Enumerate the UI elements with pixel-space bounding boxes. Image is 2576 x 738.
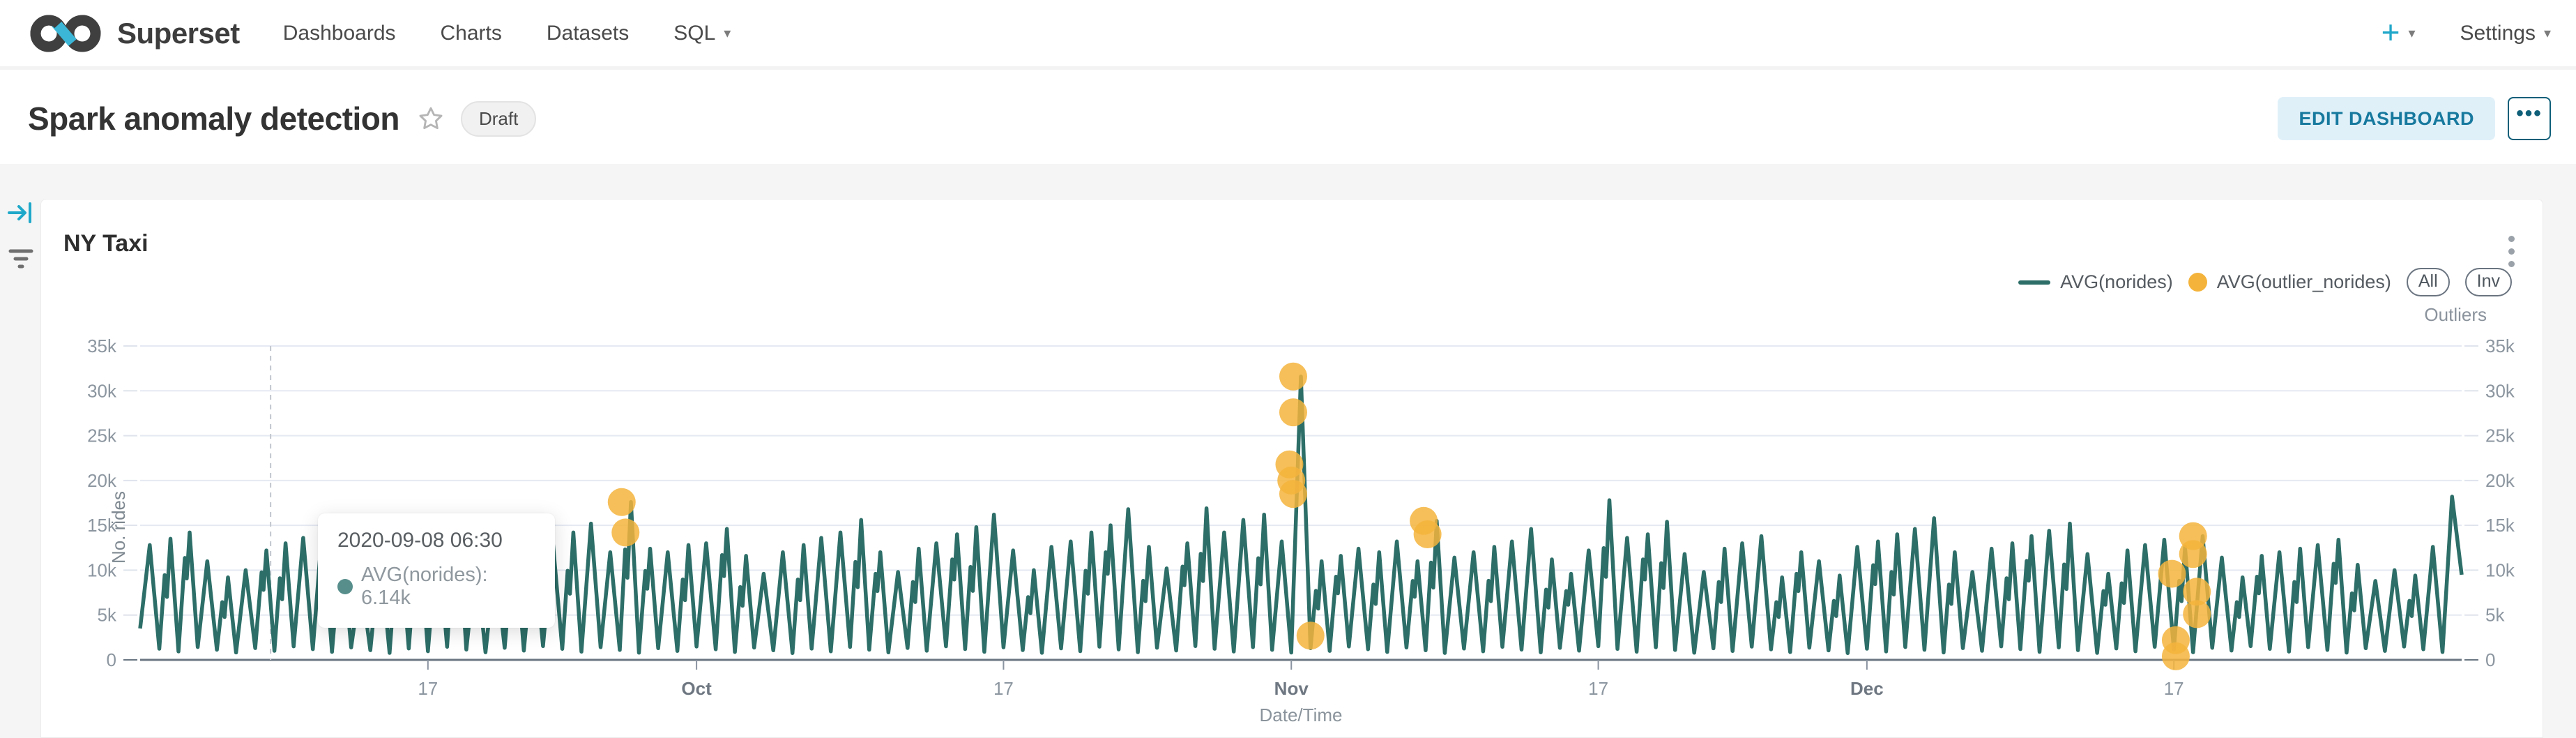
svg-text:0: 0 <box>2485 649 2495 670</box>
top-navbar: Superset Dashboards Charts Datasets SQL … <box>0 0 2576 70</box>
svg-text:15k: 15k <box>2485 515 2515 536</box>
tooltip-date: 2020-09-08 06:30 <box>337 529 503 552</box>
plus-icon: + <box>2381 13 2400 50</box>
status-badge: Draft <box>461 100 537 137</box>
dot-swatch-icon <box>2188 273 2207 292</box>
dashboard-body: NY Taxi AVG(norides) AVG(outlier_norides… <box>0 164 2576 738</box>
settings-label: Settings <box>2460 21 2536 45</box>
svg-text:0: 0 <box>107 649 116 670</box>
navbar-right: + ▾ Settings ▾ <box>2381 13 2551 50</box>
legend-label: AVG(outlier_norides) <box>2216 271 2391 292</box>
svg-text:10k: 10k <box>87 559 117 580</box>
superset-infinity-icon <box>30 15 101 52</box>
svg-text:30k: 30k <box>2485 380 2515 401</box>
svg-text:15k: 15k <box>87 515 117 536</box>
svg-text:5k: 5k <box>2485 605 2505 626</box>
legend-inv-button[interactable]: Inv <box>2464 268 2512 296</box>
svg-text:30k: 30k <box>87 380 117 401</box>
svg-text:25k: 25k <box>2485 426 2515 446</box>
svg-text:No. rides: No. rides <box>108 491 129 564</box>
chevron-down-icon: ▾ <box>2543 25 2551 41</box>
svg-text:Date/Time: Date/Time <box>1260 705 1343 725</box>
svg-text:17: 17 <box>2164 678 2184 699</box>
expand-filter-bar-icon[interactable] <box>7 200 35 225</box>
svg-text:5k: 5k <box>98 605 117 626</box>
filter-funnel-icon[interactable] <box>7 248 35 271</box>
dashboard-header: Spark anomaly detection Draft EDIT DASHB… <box>0 73 2576 164</box>
chart-tooltip: 2020-09-08 06:30 AVG(norides): 6.14k <box>318 513 555 628</box>
favorite-star-icon[interactable] <box>418 105 444 132</box>
brand-name: Superset <box>117 16 240 50</box>
settings-menu[interactable]: Settings ▾ <box>2460 22 2551 45</box>
nav-sql-menu[interactable]: SQL ▾ <box>673 22 731 45</box>
new-item-button[interactable]: + ▾ <box>2381 13 2416 50</box>
svg-text:25k: 25k <box>87 426 117 446</box>
chart-menu-kebab-icon[interactable] <box>2506 233 2517 270</box>
outliers-caption: Outliers <box>2424 304 2487 325</box>
timeseries-plot-area[interactable]: 0 0 5k 5k 10k 10k 15k 15k 20k 20k 25k 25k 30k 30k 35k 3… <box>41 199 2544 738</box>
tooltip-series-value: AVG(norides): 6.14k <box>361 564 488 609</box>
nav-dashboards[interactable]: Dashboards <box>282 21 396 45</box>
line-swatch-icon <box>2018 280 2051 285</box>
svg-text:Nov: Nov <box>1274 678 1309 699</box>
legend-label: AVG(norides) <box>2060 271 2173 292</box>
svg-text:17: 17 <box>1588 678 1608 699</box>
nav-charts[interactable]: Charts <box>440 21 502 45</box>
svg-text:20k: 20k <box>87 470 117 491</box>
series-dot-icon <box>337 579 353 594</box>
svg-text:35k: 35k <box>87 336 117 356</box>
edit-dashboard-button[interactable]: EDIT DASHBOARD <box>2278 97 2495 140</box>
chart-card-ny-taxi: NY Taxi AVG(norides) AVG(outlier_norides… <box>40 199 2543 738</box>
svg-text:17: 17 <box>418 678 438 699</box>
svg-text:Dec: Dec <box>1850 678 1884 699</box>
more-options-button[interactable]: ••• <box>2508 97 2551 140</box>
svg-text:10k: 10k <box>2485 559 2515 580</box>
filter-rail <box>6 200 36 271</box>
legend-item-norides[interactable]: AVG(norides) <box>2018 271 2173 293</box>
nav-sql-label: SQL <box>673 21 716 45</box>
svg-text:Oct: Oct <box>681 678 712 699</box>
page-title: Spark anomaly detection <box>28 100 400 137</box>
chart-title: NY Taxi <box>63 230 148 257</box>
chart-legend: AVG(norides) AVG(outlier_norides) All In… <box>2018 268 2512 296</box>
header-actions: EDIT DASHBOARD ••• <box>2278 97 2551 140</box>
svg-text:17: 17 <box>993 678 1014 699</box>
nav-datasets[interactable]: Datasets <box>546 21 630 45</box>
svg-text:35k: 35k <box>2485 336 2515 356</box>
chevron-down-icon: ▾ <box>2408 25 2416 41</box>
legend-all-button[interactable]: All <box>2406 268 2450 296</box>
superset-logo[interactable]: Superset <box>28 13 240 54</box>
main-menu: Dashboards Charts Datasets SQL ▾ <box>283 22 731 45</box>
chevron-down-icon: ▾ <box>724 25 731 41</box>
svg-text:20k: 20k <box>2485 470 2515 491</box>
legend-item-outlier-norides[interactable]: AVG(outlier_norides) <box>2188 271 2391 293</box>
